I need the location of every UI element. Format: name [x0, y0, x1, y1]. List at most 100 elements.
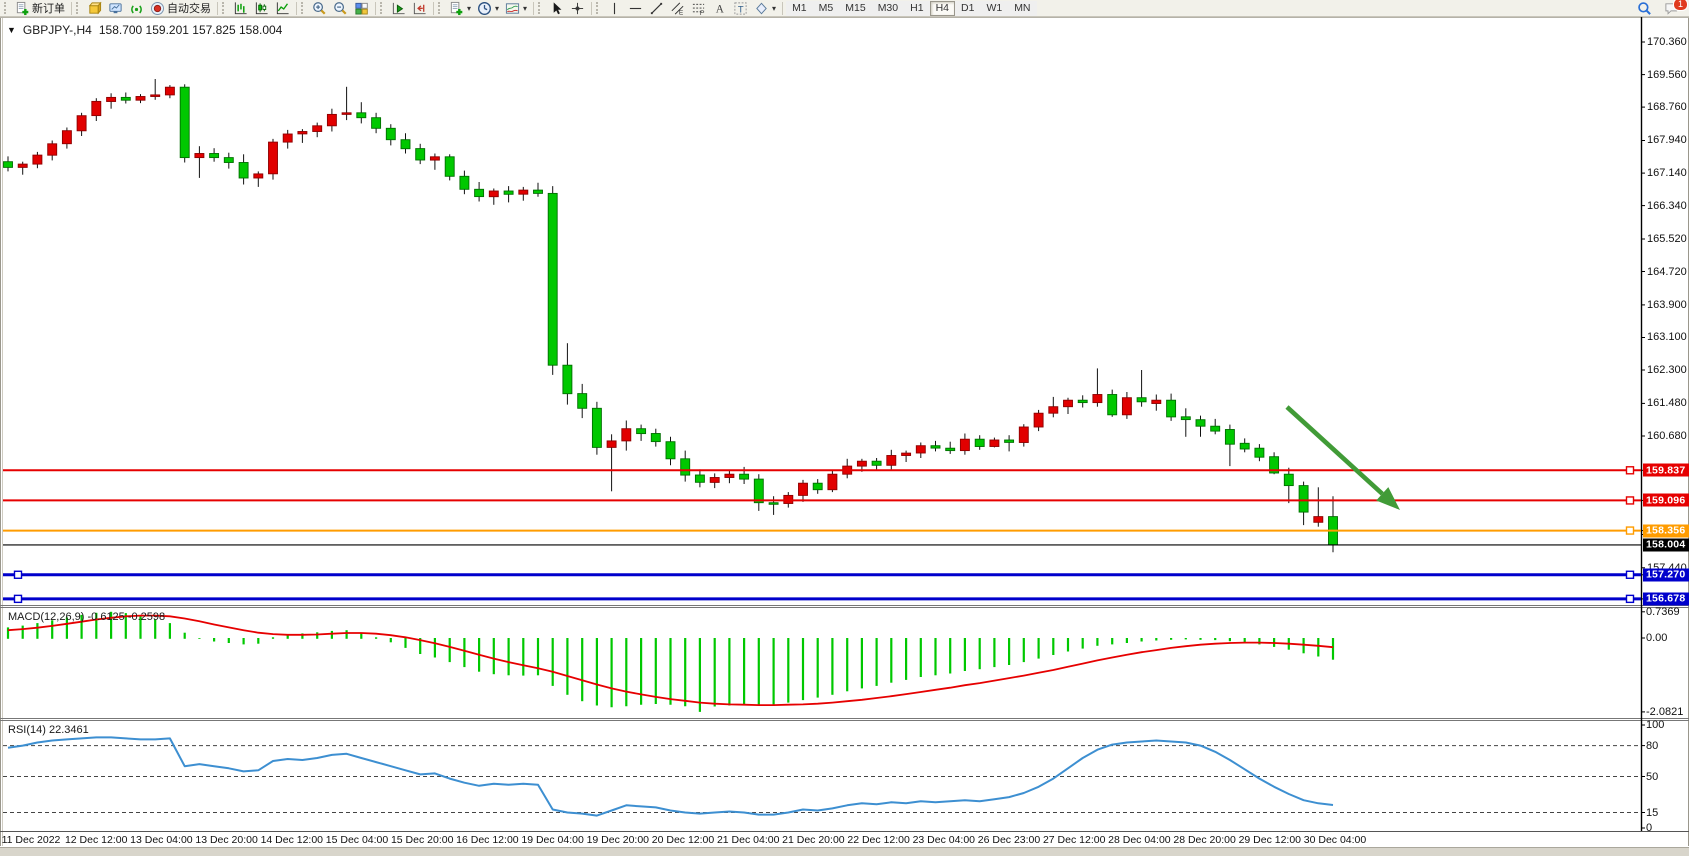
shapes-button[interactable]: ▾: [751, 1, 779, 16]
trendline-button[interactable]: [646, 1, 667, 16]
candle: [518, 186, 529, 201]
cursor-button[interactable]: [546, 1, 567, 16]
candle: [621, 420, 632, 451]
price-axis-tick: 169.560: [1647, 68, 1687, 81]
crosshair-icon: [570, 1, 585, 16]
support-line-orange[interactable]: [3, 526, 1641, 535]
target-line-1[interactable]: [3, 570, 1641, 579]
candle-chart-button[interactable]: [251, 1, 272, 16]
horizontal-line-button[interactable]: [625, 1, 646, 16]
candle: [474, 182, 485, 202]
rsi-value: 22.3461: [48, 724, 89, 736]
search-button[interactable]: [1634, 1, 1655, 16]
candle: [76, 112, 87, 136]
timeframe-d1-button[interactable]: D1: [955, 0, 981, 16]
toolbar-grip: [222, 2, 227, 14]
toolbar-separator: [217, 1, 218, 15]
candle: [120, 92, 131, 104]
macd-histogram: [6, 611, 1335, 712]
candle: [1313, 487, 1324, 527]
line-handle: [1625, 466, 1635, 475]
auto-scroll-button[interactable]: [388, 1, 409, 16]
bars-icon: [233, 1, 248, 16]
candle: [415, 143, 426, 165]
timeframe-m15-button[interactable]: M15: [839, 0, 872, 16]
candle: [32, 151, 43, 169]
text-button[interactable]: A: [709, 1, 730, 16]
time-axis-label: 14 Dec 12:00: [260, 834, 324, 846]
candle: [577, 383, 588, 419]
resistance-line-1[interactable]: [3, 466, 1641, 475]
chart-menu-arrow-icon[interactable]: ▼: [7, 25, 16, 35]
line-chart-button[interactable]: [272, 1, 293, 16]
time-axis-label: 26 Dec 23:00: [977, 834, 1041, 846]
toolbar-separator: [433, 1, 434, 15]
candle: [886, 449, 897, 470]
candle: [1254, 444, 1265, 462]
chart-shift-button[interactable]: [409, 1, 430, 16]
candle: [989, 437, 1000, 448]
crosshair-button[interactable]: [567, 1, 588, 16]
fibonacci-button[interactable]: F: [688, 1, 709, 16]
trend-arrow-annotation[interactable]: [1285, 405, 1400, 510]
rsi-axis-tick: 0: [1646, 822, 1653, 834]
zoom-out-button[interactable]: [330, 1, 351, 16]
vline-icon: [607, 1, 622, 16]
time-axis-label: 29 Dec 12:00: [1238, 834, 1302, 846]
timeframe-h1-button[interactable]: H1: [904, 0, 930, 16]
candle: [709, 473, 720, 489]
time-axis-label: 21 Dec 04:00: [716, 834, 780, 846]
zoom-in-button[interactable]: [309, 1, 330, 16]
timeframe-h4-button[interactable]: H4: [929, 0, 955, 16]
timeframe-m1-button[interactable]: M1: [786, 0, 813, 16]
new-order-button[interactable]: 新订单: [12, 1, 68, 16]
timeframe-m30-button[interactable]: M30: [871, 0, 905, 16]
auto-trading-button[interactable]: 自动交易: [147, 1, 214, 16]
signal-icon: [129, 1, 144, 16]
template-button[interactable]: ▾: [502, 1, 530, 16]
candle: [179, 84, 190, 163]
candle: [1328, 496, 1338, 553]
time-axis-label: 27 Dec 12:00: [1042, 834, 1106, 846]
candle: [1195, 415, 1206, 437]
time-axis-label: 22 Dec 12:00: [847, 834, 910, 846]
candle: [1283, 467, 1294, 504]
target-line-2[interactable]: [3, 594, 1641, 604]
rsi-axis-tick: 15: [1646, 806, 1659, 819]
bottom-scroll-strip[interactable]: [0, 847, 1689, 856]
linechart-icon: [275, 1, 290, 16]
price-axis-tick: 164.720: [1647, 265, 1687, 278]
period-button[interactable]: ▾: [474, 1, 502, 16]
chevron-down-icon: ▾: [523, 3, 528, 13]
rsi-axis-tick: 80: [1646, 739, 1659, 752]
toolbar-grip: [596, 2, 601, 14]
candle: [488, 188, 499, 205]
price-axis-tick: 163.900: [1647, 298, 1687, 311]
tile-windows-button[interactable]: [351, 1, 372, 16]
toolbar-separator: [71, 1, 72, 15]
vertical-line-button[interactable]: [604, 1, 625, 16]
resistance-line-2[interactable]: [3, 496, 1641, 505]
macd-signal-line: [7, 614, 1334, 706]
rsi-indicator-label: RSI(14) 22.3461: [8, 724, 89, 736]
search-icon: [1637, 1, 1652, 16]
candle: [974, 435, 985, 450]
timeframe-mn-button[interactable]: MN: [1008, 0, 1037, 16]
new-chart-button[interactable]: ▾: [446, 1, 474, 16]
candle: [1166, 393, 1177, 421]
line-handle: [1625, 594, 1635, 604]
signals-button[interactable]: [126, 1, 147, 16]
bar-chart-button[interactable]: [230, 1, 251, 16]
styles-button[interactable]: [84, 1, 105, 16]
profiles-button[interactable]: [105, 1, 126, 16]
timeframe-w1-button[interactable]: W1: [980, 0, 1009, 16]
svg-text:A: A: [716, 3, 725, 15]
label-button[interactable]: T: [730, 1, 751, 16]
time-axis-label: 19 Dec 04:00: [521, 834, 584, 846]
candle: [429, 153, 440, 170]
price-axis-tick: 163.100: [1647, 331, 1687, 344]
channel-button[interactable]: E: [667, 1, 688, 16]
time-axis-label: 15 Dec 20:00: [390, 834, 454, 846]
timeframe-m5-button[interactable]: M5: [812, 0, 840, 16]
candle: [3, 156, 13, 172]
